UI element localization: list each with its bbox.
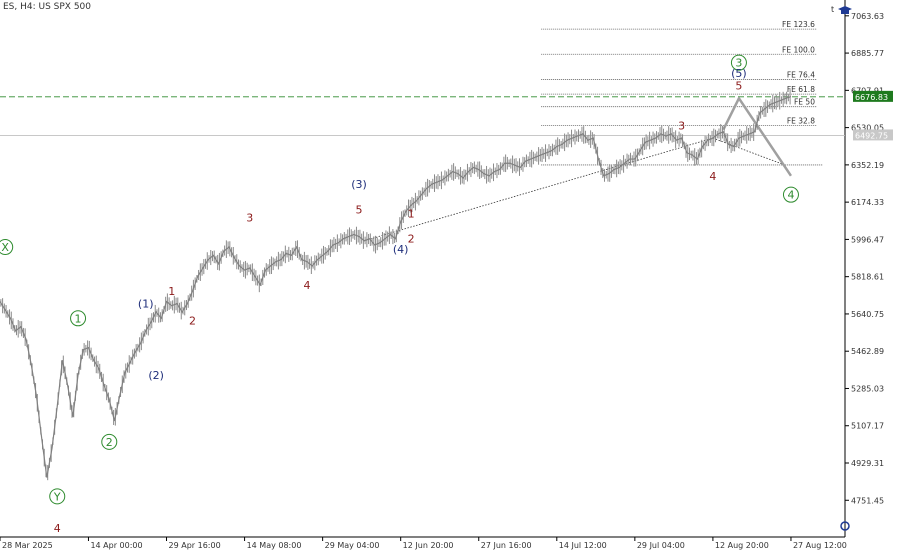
- x-tick-label: 14 Apr 00:00: [90, 541, 142, 550]
- wave-label: (2): [148, 369, 164, 382]
- x-tick-label: 12 Jun 20:00: [403, 541, 454, 550]
- wave-label: (1): [138, 298, 154, 311]
- graduation-cap-icon[interactable]: [838, 6, 852, 14]
- settings-circle-icon[interactable]: [840, 521, 850, 531]
- y-tick-label: 6707.91: [851, 86, 884, 95]
- target-price-tag: [853, 90, 893, 102]
- wave-label-circle: [730, 54, 747, 71]
- current-price-tag: [853, 129, 893, 141]
- fib-level-label: FE 32.8: [787, 117, 815, 126]
- wave-label: 3: [246, 212, 253, 225]
- x-tick-label: 28 Mar 2025: [2, 541, 53, 550]
- wave-label-circle: [0, 239, 14, 256]
- x-tick-label: 27 Jun 16:00: [481, 541, 532, 550]
- y-tick-label: 4751.45: [851, 496, 884, 505]
- price-series-line: [0, 96, 792, 478]
- y-tick-label: 6885.77: [851, 49, 884, 58]
- y-tick-label: 5285.03: [851, 384, 884, 393]
- fib-level-label: FE 50: [794, 98, 815, 107]
- wave-label: 4: [304, 279, 311, 292]
- wave-label: (4): [393, 243, 409, 256]
- y-tick-label: 6530.05: [851, 124, 884, 133]
- wave-label: 3: [678, 120, 685, 133]
- fib-level-label: FE 100.0: [782, 45, 815, 54]
- wave-label: 5: [356, 203, 363, 216]
- wave-label: 4: [54, 522, 61, 535]
- y-tick-label: 4929.31: [851, 459, 884, 468]
- trend-channel-line-2: [712, 137, 786, 166]
- wave-label: Y: [53, 490, 61, 503]
- fib-level-label: FE 76.4: [787, 70, 815, 79]
- y-tick-label: 5107.17: [851, 422, 884, 431]
- x-tick-label: 14 Jul 12:00: [559, 541, 607, 550]
- y-tick-label: 5462.89: [851, 347, 884, 356]
- chart-symbol-label: ES, H4: US SPX 500: [3, 2, 92, 12]
- wave-label-circle: [782, 186, 799, 203]
- wave-label: (5): [731, 67, 747, 80]
- projection-path: [722, 97, 793, 177]
- wave-label: 2: [189, 314, 196, 327]
- y-tick-label: 5640.75: [851, 310, 884, 319]
- fib-level-label: FE 123.6: [782, 20, 815, 29]
- wave-label: 1: [75, 312, 82, 325]
- y-tick-label: 7063.63: [851, 12, 884, 21]
- x-tick-label: 29 Apr 16:00: [169, 541, 221, 550]
- x-tick-label: 27 Aug 12:00: [793, 541, 847, 550]
- x-tick-label: 29 May 04:00: [325, 541, 380, 550]
- wave-label: 2: [408, 233, 415, 246]
- current-price-text: 6492.75: [855, 131, 888, 140]
- x-tick-label: 14 May 08:00: [247, 541, 302, 550]
- wave-label: (3): [351, 178, 367, 191]
- wave-label: 2: [106, 436, 113, 449]
- y-tick-label: 6352.19: [851, 161, 884, 170]
- y-tick-label: 5996.47: [851, 235, 884, 244]
- wave-label: X: [1, 241, 9, 254]
- trend-channel-line: [364, 137, 714, 242]
- wave-label: 4: [709, 170, 716, 183]
- wave-label: 1: [168, 285, 175, 298]
- wave-label-circle: [101, 433, 118, 450]
- y-tick-label: 6174.33: [851, 198, 884, 207]
- wave-label: 4: [787, 189, 794, 202]
- wave-label: 5: [735, 80, 742, 93]
- wave-label-circle: [70, 310, 87, 327]
- t-label[interactable]: t: [831, 5, 834, 14]
- target-price-text: 6676.83: [855, 93, 888, 102]
- wave-label: 1: [408, 208, 415, 221]
- wave-label-circle: [49, 488, 66, 505]
- x-tick-label: 29 Jul 04:00: [637, 541, 685, 550]
- fib-level-label: FE 61.8: [787, 85, 815, 94]
- x-tick-label: 12 Aug 20:00: [715, 541, 769, 550]
- y-tick-label: 5818.61: [851, 273, 884, 282]
- wave-label: 3: [735, 57, 742, 70]
